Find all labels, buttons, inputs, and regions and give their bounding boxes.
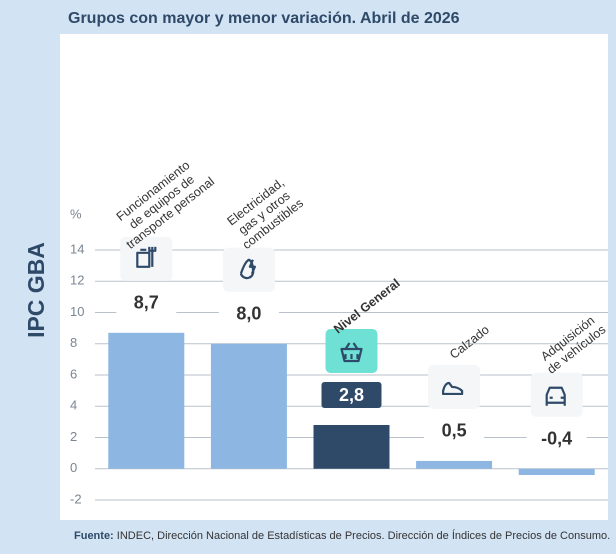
value-label-box	[116, 289, 177, 316]
y-tick-label: 6	[70, 366, 77, 381]
value-label-box	[321, 382, 382, 408]
icon-box	[120, 236, 173, 281]
y-unit: %	[70, 206, 82, 221]
value-label: 0,5	[442, 421, 467, 441]
value-label-box	[218, 300, 279, 327]
icon	[340, 342, 363, 363]
icon-box	[222, 247, 275, 292]
y-tick-label: 8	[70, 335, 77, 350]
source-text: INDEC, Dirección Nacional de Estadística…	[117, 529, 610, 542]
y-tick-label: 0	[70, 460, 77, 475]
y-tick-label: -2	[70, 491, 82, 506]
side-label: IPC GBA	[23, 242, 49, 338]
icon-box	[530, 372, 583, 417]
bar	[108, 332, 185, 469]
value-label: 8,0	[236, 304, 261, 324]
value-label: 8,7	[134, 293, 159, 313]
y-tick-label: 12	[70, 273, 84, 288]
icon	[442, 381, 464, 396]
bar	[416, 460, 493, 469]
chart-title: Grupos con mayor y menor variación. Abri…	[68, 10, 460, 27]
icon-box	[325, 329, 378, 373]
source-label: Fuente:	[74, 530, 114, 542]
y-tick-label: 10	[70, 304, 84, 319]
value-label-box	[424, 417, 485, 444]
y-tick-label: 14	[70, 241, 84, 256]
value-label-box	[526, 425, 587, 452]
icon	[239, 258, 256, 280]
y-tick-label: 2	[70, 429, 77, 444]
y-tick-label: 4	[70, 398, 77, 413]
bar	[210, 343, 287, 469]
value-label: 2,8	[339, 385, 364, 405]
value-label: -0,4	[541, 429, 572, 449]
icon	[136, 246, 157, 268]
icon	[545, 386, 566, 406]
bar	[518, 468, 595, 475]
source: Fuente: INDEC, Dirección Nacional de Est…	[74, 529, 610, 542]
bar	[313, 425, 390, 469]
